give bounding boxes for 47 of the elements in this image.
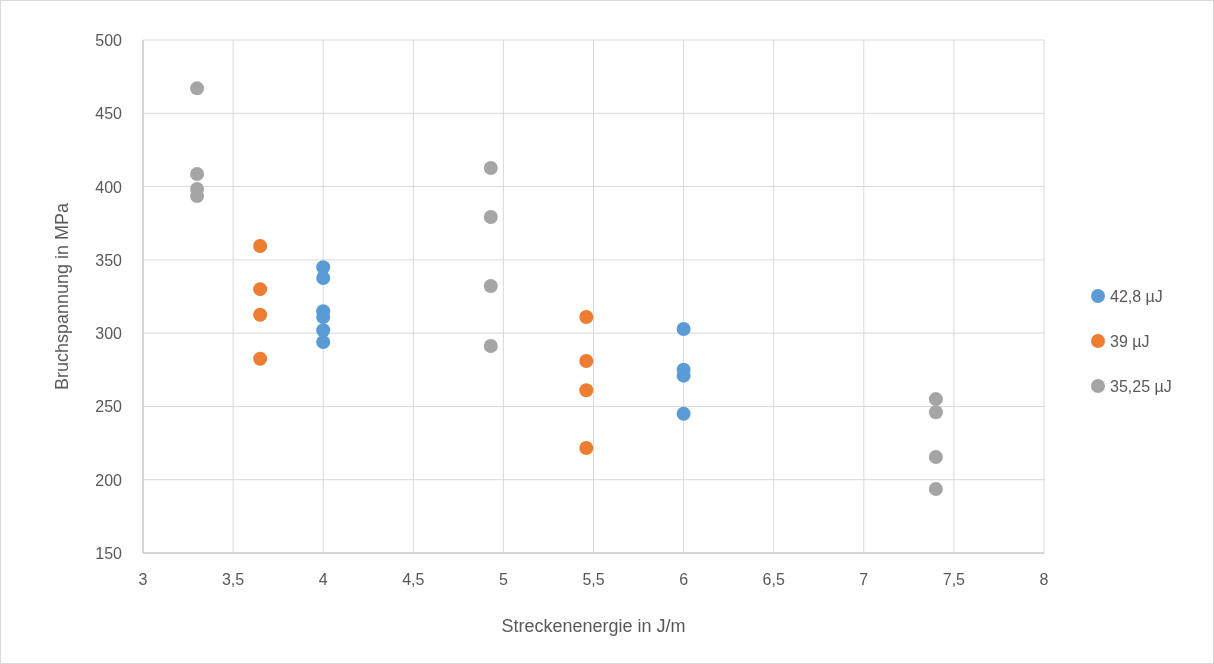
legend-label: 35,25 µJ <box>1110 378 1172 395</box>
point <box>928 405 943 420</box>
x-tick-label: 6,5 <box>762 571 785 588</box>
x-axis-title: Streckenenergie in J/m <box>501 616 686 636</box>
y-tick-label: 500 <box>95 32 123 49</box>
point <box>253 307 268 322</box>
point <box>928 450 943 464</box>
point <box>579 441 594 456</box>
point <box>928 481 943 496</box>
point <box>676 406 691 421</box>
point <box>483 160 498 175</box>
x-tick-label: 4,5 <box>402 571 425 588</box>
x-tick-label: 5,5 <box>582 571 605 588</box>
point <box>253 238 268 253</box>
x-tick-label: 3,5 <box>221 571 245 588</box>
x-tick-label: 4 <box>318 571 328 588</box>
point <box>190 81 205 96</box>
point <box>253 282 268 297</box>
point <box>579 353 594 368</box>
point <box>190 166 205 181</box>
y-tick-label: 400 <box>95 178 123 196</box>
y-tick-label: 300 <box>95 325 123 343</box>
point <box>483 339 498 354</box>
x-tick-label: 5 <box>498 571 508 588</box>
y-tick-label: 200 <box>95 471 123 489</box>
legend-label: 42,8 µJ <box>1110 288 1163 305</box>
x-tick-label: 6 <box>679 571 689 588</box>
point <box>316 323 331 338</box>
point <box>316 334 331 349</box>
y-tick-label: 450 <box>95 105 123 123</box>
point <box>676 322 691 337</box>
point <box>483 210 498 225</box>
point <box>928 392 943 407</box>
y-tick-label: 250 <box>95 398 123 416</box>
point <box>483 278 498 293</box>
point <box>316 271 331 286</box>
legend-label: 39 µJ <box>1110 333 1150 350</box>
point <box>579 310 594 325</box>
point <box>579 383 594 398</box>
point <box>253 351 268 366</box>
x-tick-label: 7,5 <box>942 571 966 588</box>
x-tick-label: 7 <box>859 571 869 588</box>
y-tick-label: 350 <box>95 251 123 269</box>
x-tick-label: 8 <box>1039 571 1049 588</box>
y-tick-label: 150 <box>95 545 123 562</box>
x-tick-label: 3 <box>138 571 148 588</box>
y-axis-title: Bruchspannung in MPa <box>52 201 72 391</box>
